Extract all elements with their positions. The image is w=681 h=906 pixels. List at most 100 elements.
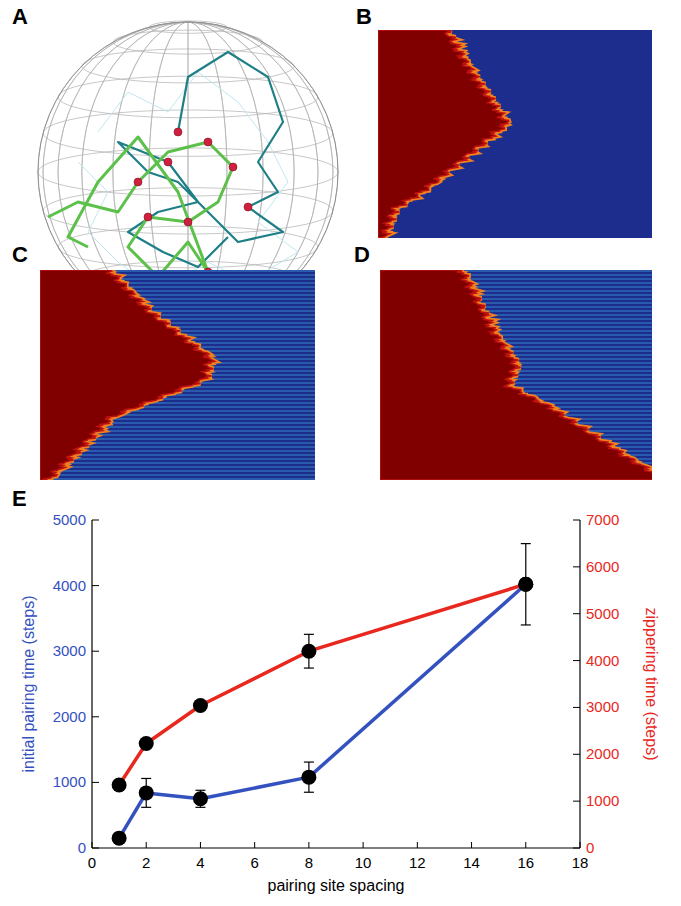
y-axis-line	[91, 520, 92, 848]
panel-letter: B	[356, 4, 372, 29]
y-tick	[92, 848, 99, 849]
error-cap	[141, 778, 151, 779]
y2-tick-label: 5000	[586, 605, 619, 622]
x-tick	[308, 842, 309, 848]
kymograph-stripe	[40, 474, 315, 475]
y2-tick-label: 2000	[586, 745, 619, 762]
error-cap	[521, 543, 531, 544]
data-point	[301, 770, 316, 785]
kymograph-stripe	[40, 470, 315, 471]
panel-letter: A	[12, 4, 28, 29]
axes: 0246810121416180100020003000400050000100…	[20, 511, 660, 894]
x-tick-label: 4	[196, 854, 204, 871]
paired-region	[40, 270, 215, 480]
y2-tick	[573, 613, 580, 614]
y2-tick	[573, 801, 580, 802]
panel-letter: D	[354, 242, 370, 267]
data-point	[518, 577, 533, 592]
y-tick	[92, 520, 99, 521]
paired-region	[378, 30, 509, 238]
y2-tick	[573, 848, 580, 849]
kymograph-stripe	[40, 478, 315, 479]
x-tick	[580, 842, 581, 848]
y2-tick-label: 3000	[586, 698, 619, 715]
kymograph-stripe	[40, 458, 315, 459]
x-tick-label: 10	[355, 854, 372, 871]
x-tick	[363, 842, 364, 848]
y2-tick-label: 7000	[586, 511, 619, 528]
error-cap	[304, 761, 314, 762]
y-tick	[92, 585, 99, 586]
kymograph-stripe	[40, 466, 315, 467]
y-tick	[92, 716, 99, 717]
error-cap	[195, 790, 205, 791]
data-point	[112, 777, 127, 792]
y2-tick-label: 6000	[586, 558, 619, 575]
y-tick	[92, 782, 99, 783]
y2-tick	[573, 754, 580, 755]
pairing-site	[184, 218, 192, 226]
x-tick-label: 12	[409, 854, 426, 871]
x-tick	[254, 842, 255, 848]
front-edge	[380, 270, 652, 480]
y-axis-title: initial pairing time (steps)	[20, 596, 37, 773]
kymograph-panel	[380, 270, 652, 480]
figure: ABCDE02468101214161801000200030004000500…	[0, 0, 681, 906]
x-tick	[417, 842, 418, 848]
x-tick	[471, 842, 472, 848]
y2-tick-label: 0	[586, 839, 594, 856]
error-cap	[141, 807, 151, 808]
y-tick-label: 2000	[53, 708, 86, 725]
x-tick-label: 2	[142, 854, 150, 871]
error-cap	[521, 624, 531, 625]
x-tick-label: 8	[305, 854, 313, 871]
y2-tick-label: 4000	[586, 652, 619, 669]
x-tick-label: 6	[250, 854, 258, 871]
error-cap	[304, 667, 314, 668]
error-cap	[304, 792, 314, 793]
x-axis-title: pairing site spacing	[268, 877, 405, 894]
x-tick-label: 0	[88, 854, 96, 871]
pairing-site	[204, 138, 212, 146]
x-tick-label: 18	[572, 854, 589, 871]
pairing-site	[164, 158, 172, 166]
x-axis-line	[92, 847, 580, 848]
data-point	[193, 791, 208, 806]
series-line	[119, 584, 526, 785]
plot-area	[119, 584, 526, 838]
y2-tick	[573, 566, 580, 567]
pairing-site	[134, 178, 142, 186]
y-tick-label: 1000	[53, 773, 86, 790]
data-point	[139, 736, 154, 751]
y2-tick	[573, 707, 580, 708]
kymograph-ground	[378, 30, 652, 238]
plot-markers	[112, 544, 534, 846]
y2-tick-label: 1000	[586, 792, 619, 809]
data-point	[112, 831, 127, 846]
kymograph-stripe	[40, 462, 315, 463]
chain-green	[48, 137, 233, 277]
kymograph-panel	[40, 270, 315, 480]
pairing-site	[174, 128, 182, 136]
front-edge	[378, 30, 509, 238]
panel-letter: C	[12, 242, 28, 267]
series-line	[119, 584, 526, 838]
y2-tick	[573, 520, 580, 521]
pairing-site	[229, 163, 237, 171]
data-point	[193, 698, 208, 713]
x-tick	[146, 842, 147, 848]
y-tick-label: 3000	[53, 642, 86, 659]
y-tick-label: 5000	[53, 511, 86, 528]
x-tick	[200, 842, 201, 848]
panel-letter: E	[12, 486, 27, 511]
y-tick-label: 0	[78, 839, 86, 856]
x-tick-label: 16	[517, 854, 534, 871]
kymograph-ground	[40, 270, 315, 480]
faint-chain	[78, 72, 298, 292]
error-cap	[195, 807, 205, 808]
x-tick-label: 14	[463, 854, 480, 871]
paired-region	[380, 270, 652, 480]
front-edge	[40, 270, 215, 480]
y2-axis-line	[579, 520, 580, 848]
data-point	[301, 644, 316, 659]
